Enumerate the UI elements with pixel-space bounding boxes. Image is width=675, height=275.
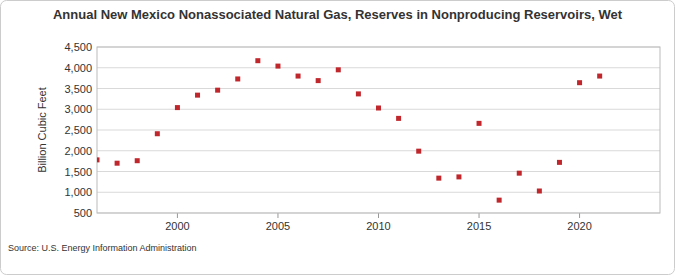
point: [356, 91, 361, 96]
background: [1, 1, 675, 275]
point: [597, 74, 602, 79]
x-tick-label: 2020: [567, 220, 591, 232]
x-tick-label: 2000: [165, 220, 189, 232]
point: [175, 105, 180, 110]
point: [316, 78, 321, 83]
grid-line: [97, 130, 660, 131]
y-tick-label: 1,000: [64, 186, 92, 198]
grid-line: [97, 171, 660, 172]
point: [155, 131, 160, 136]
x-tick-label: 2015: [467, 220, 491, 232]
title: Annual New Mexico Nonassociated Natural …: [53, 7, 623, 22]
x-tick: [177, 213, 178, 218]
y-tick-label: 4,000: [64, 62, 92, 74]
y-tick-label: 3,500: [64, 83, 92, 95]
y-axis-label: Billion Cubic Feet: [36, 87, 48, 173]
y-tick-label: 500: [74, 207, 92, 219]
point: [296, 74, 301, 79]
grid-line: [97, 150, 660, 151]
y-tick-label: 4,500: [64, 41, 92, 53]
point: [215, 88, 220, 93]
point: [436, 176, 441, 181]
point: [497, 198, 502, 203]
y-tick-label: 2,500: [64, 124, 92, 136]
point: [396, 116, 401, 121]
source: Source: U.S. Energy Information Administ…: [8, 243, 197, 253]
point: [275, 64, 280, 69]
point: [416, 149, 421, 154]
chart: Annual New Mexico Nonassociated Natural …: [0, 0, 675, 275]
point: [235, 76, 240, 81]
plot-area: [97, 47, 660, 213]
y-tick-label: 1,500: [64, 166, 92, 178]
x-tick: [378, 213, 379, 218]
point: [537, 189, 542, 194]
point: [255, 58, 260, 63]
x-tick: [579, 213, 580, 218]
x-tick-label: 2010: [366, 220, 390, 232]
points: [97, 58, 602, 202]
point: [517, 171, 522, 176]
point: [97, 157, 100, 162]
y-tick-label: 3,000: [64, 103, 92, 115]
plot-frame: [97, 47, 660, 213]
point: [557, 160, 562, 165]
point: [115, 161, 120, 166]
point: [376, 106, 381, 111]
grid-line: [97, 67, 660, 68]
point: [577, 80, 582, 85]
x-tick: [277, 213, 278, 218]
x-tick: [479, 213, 480, 218]
point: [336, 67, 341, 72]
point: [195, 93, 200, 98]
point: [135, 158, 140, 163]
x-tick-label: 2005: [266, 220, 290, 232]
y-tick-label: 2,000: [64, 145, 92, 157]
grid-line: [97, 192, 660, 193]
point: [456, 174, 461, 179]
grid-line: [97, 88, 660, 89]
point: [477, 121, 482, 126]
